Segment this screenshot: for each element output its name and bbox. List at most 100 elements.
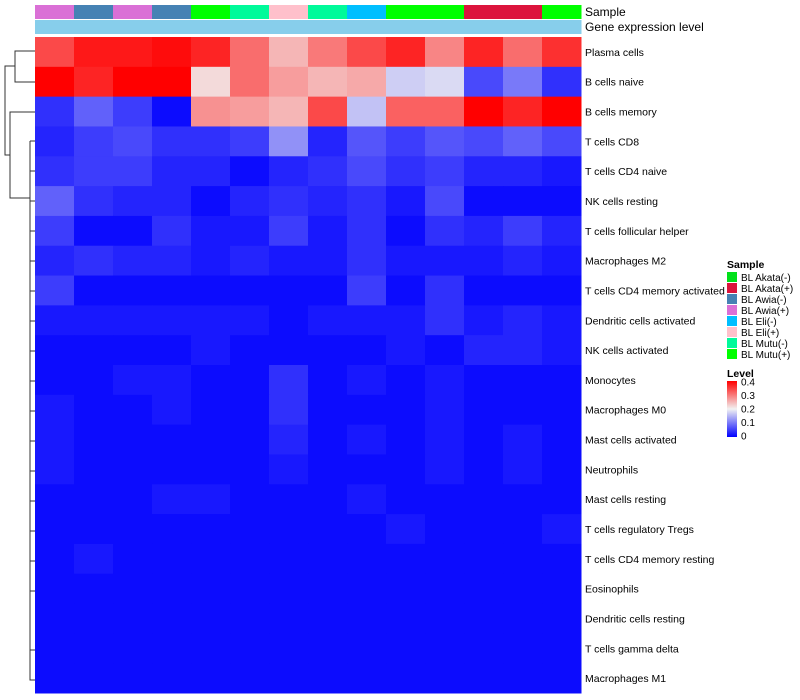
sample-legend-swatch: [727, 305, 737, 315]
heatmap-cell: [191, 156, 231, 187]
row-label: Neutrophils: [585, 464, 638, 476]
heatmap-cell: [152, 186, 192, 217]
heatmap-cell: [191, 245, 231, 277]
heatmap-cell: [425, 156, 465, 187]
heatmap-cell: [230, 215, 270, 247]
heatmap-cell: [503, 454, 543, 485]
heatmap-cell: [35, 275, 75, 306]
expression-level-annotation-cell: [269, 20, 309, 34]
expression-level-annotation-cell: [425, 20, 465, 34]
heatmap-cell: [74, 484, 114, 515]
row-label: Monocytes: [585, 375, 636, 387]
heatmap-cell: [347, 305, 387, 336]
heatmap-cell: [425, 245, 465, 277]
level-tick-label: 0.3: [741, 391, 755, 402]
heatmap-cell: [503, 663, 543, 694]
heatmap-cell: [464, 663, 504, 694]
heatmap-cell: [113, 37, 153, 68]
heatmap-cell: [152, 394, 192, 426]
heatmap-cell: [152, 335, 192, 366]
heatmap-cell: [74, 215, 114, 247]
heatmap-cell: [386, 394, 426, 426]
row-label: B cells memory: [585, 107, 658, 119]
heatmap-cell: [230, 365, 270, 396]
heatmap-cell: [230, 394, 270, 426]
heatmap-cell: [386, 365, 426, 396]
heatmap-cell: [425, 424, 465, 455]
heatmap-cells: [35, 37, 582, 694]
heatmap-cell: [308, 186, 348, 217]
heatmap-cell: [503, 543, 543, 575]
heatmap-cell: [74, 394, 114, 426]
heatmap-cell: [113, 66, 153, 98]
dendrogram-branch: [29, 620, 35, 681]
heatmap-cell: [74, 365, 114, 396]
heatmap-cell: [347, 394, 387, 426]
heatmap-cell: [542, 543, 582, 575]
sample-annotation-cell: [386, 5, 426, 19]
heatmap-cell: [152, 543, 192, 575]
level-tick-label: 0.2: [741, 405, 755, 416]
heatmap-cell: [35, 186, 75, 217]
heatmap-cell: [152, 156, 192, 187]
heatmap-cell: [386, 663, 426, 694]
heatmap-cell: [230, 245, 270, 277]
heatmap-cell: [347, 365, 387, 396]
heatmap-cell: [191, 454, 231, 485]
heatmap-cell: [74, 305, 114, 336]
heatmap-cell: [74, 573, 114, 605]
heatmap-cell: [35, 454, 75, 485]
level-legend-title: Level: [727, 368, 754, 380]
expression-level-annotation-cell: [503, 20, 543, 34]
heatmap-cell: [503, 96, 543, 127]
heatmap-cell: [113, 394, 153, 426]
heatmap-cell: [464, 484, 504, 515]
heatmap-cell: [386, 484, 426, 515]
sample-legend-label: BL Eli(-): [741, 317, 777, 328]
heatmap-cell: [269, 514, 309, 545]
heatmap-cell: [230, 66, 270, 98]
heatmap-cell: [542, 394, 582, 426]
heatmap-cell: [191, 573, 231, 605]
heatmap-cell: [269, 603, 309, 634]
heatmap-cell: [113, 484, 153, 515]
heatmap-cell: [503, 66, 543, 98]
heatmap-cell: [425, 633, 465, 664]
sample-legend-swatch: [727, 327, 737, 337]
heatmap-cell: [503, 424, 543, 455]
dendrogram-branch: [14, 50, 35, 83]
heatmap-cell: [113, 186, 153, 217]
heatmap-cell: [503, 305, 543, 336]
heatmap-cell: [35, 156, 75, 187]
heatmap-cell: [74, 96, 114, 127]
heatmap-cell: [74, 186, 114, 217]
heatmap-cell: [308, 543, 348, 575]
heatmap-cell: [230, 543, 270, 575]
heatmap-cell: [230, 37, 270, 68]
heatmap-cell: [308, 37, 348, 68]
heatmap-cell: [191, 66, 231, 98]
heatmap-cell: [74, 663, 114, 694]
heatmap-cell: [74, 424, 114, 455]
heatmap-cell: [113, 543, 153, 575]
heatmap-cell: [425, 96, 465, 127]
heatmap-cell: [386, 96, 426, 127]
heatmap-cell: [347, 215, 387, 247]
row-label: Plasma cells: [585, 47, 644, 59]
heatmap-cell: [464, 126, 504, 157]
heatmap-cell: [74, 603, 114, 634]
heatmap-cell: [503, 365, 543, 396]
expression-level-annotation-cell: [464, 20, 504, 34]
heatmap-cell: [386, 156, 426, 187]
heatmap-cell: [386, 215, 426, 247]
heatmap-cell: [347, 66, 387, 98]
sample-legend-swatch: [727, 272, 737, 282]
heatmap-cell: [386, 424, 426, 455]
heatmap-cell: [230, 603, 270, 634]
expression-level-annotation-cell: [35, 20, 75, 34]
heatmap-cell: [35, 66, 75, 98]
heatmap-cell: [425, 126, 465, 157]
heatmap-cell: [35, 365, 75, 396]
heatmap-cell: [74, 37, 114, 68]
